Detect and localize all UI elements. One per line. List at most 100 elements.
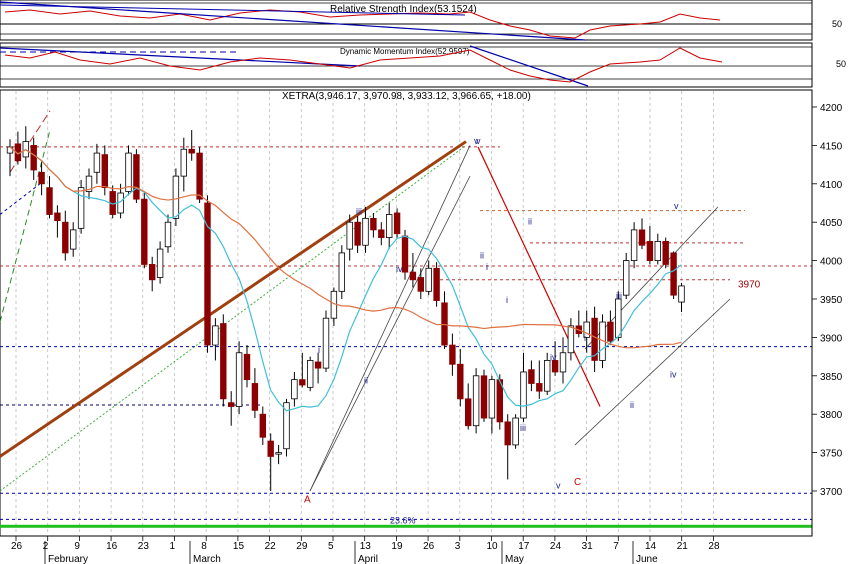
dmi-level-label: 50 <box>836 59 846 69</box>
short-moving-average <box>9 146 682 412</box>
candle-down <box>504 421 511 446</box>
candle-up <box>630 229 638 262</box>
candle-down <box>393 212 401 235</box>
rsi-trendline <box>0 1 586 41</box>
candle-up <box>346 221 353 250</box>
candle-down <box>30 144 37 171</box>
candle-down <box>409 271 417 281</box>
candle-up <box>623 260 630 296</box>
candle-up <box>77 187 85 229</box>
day-tick-label: 8 <box>201 541 207 552</box>
candle-up <box>520 371 527 419</box>
candle-down <box>662 240 669 265</box>
candle-up <box>164 221 172 248</box>
candle-down <box>417 277 424 292</box>
wave-label-v3: v <box>674 201 679 211</box>
candle-down <box>259 413 266 438</box>
rising-channel-high <box>584 206 719 350</box>
green-trendline <box>0 144 467 492</box>
wave-label-i3: i <box>584 333 586 343</box>
candle-down <box>46 187 53 215</box>
date-axis: 26 2 9 16 23 1 8 15 22 29 5 13 19 26 3 10 17 24 31 7 14 21 28F… <box>0 535 812 564</box>
candle-up <box>583 321 590 338</box>
channel-line <box>309 145 471 492</box>
price-tick-label: 3750 <box>820 449 843 460</box>
candle-up <box>70 229 77 250</box>
candle-up <box>559 352 567 373</box>
decline-line <box>477 146 601 407</box>
price-tick-label: 3900 <box>820 333 843 344</box>
day-tick-label: 1 <box>170 541 176 552</box>
candle-down <box>267 440 274 457</box>
day-tick-label: 26 <box>423 541 435 552</box>
candle-up <box>275 452 282 455</box>
candle-down <box>480 375 488 419</box>
day-tick-label: 29 <box>296 541 308 552</box>
candle-down <box>148 264 156 281</box>
candle-down <box>433 267 440 301</box>
wave-label-i2: i <box>486 262 488 272</box>
wave-label-iv3: iv <box>670 369 677 379</box>
candle-up <box>615 298 622 338</box>
candle-up <box>338 252 345 292</box>
rsi-line <box>4 9 721 39</box>
long-moving-average <box>9 146 682 349</box>
candle-down <box>496 379 503 423</box>
month-label: April <box>358 554 378 564</box>
candle-down <box>204 202 211 346</box>
candle-up <box>93 152 101 173</box>
major-trendline <box>0 140 467 458</box>
candle-up <box>291 379 298 400</box>
candle-up <box>85 175 93 192</box>
day-tick-label: 7 <box>613 541 619 552</box>
candle-down <box>314 361 322 369</box>
candle-down <box>551 360 559 373</box>
candle-up <box>125 152 132 192</box>
month-label: June <box>636 554 658 564</box>
day-tick-label: 15 <box>233 541 245 552</box>
rsi-title: Relative Strength Index(53.1524) <box>330 4 477 15</box>
price-axis: 4200 4150 4100 4050 4000 3950 3900 3850 3800 3750… <box>811 91 843 536</box>
candle-down <box>536 383 543 392</box>
day-tick-label: 10 <box>487 541 499 552</box>
candle-up <box>678 285 685 303</box>
wave-label-i1: i <box>318 345 320 355</box>
candle-down <box>449 344 456 365</box>
rsi-level-label: 50 <box>832 19 842 29</box>
candle-down <box>54 212 61 222</box>
fib-label: 23.6% <box>390 515 416 525</box>
rising-channel-low <box>574 298 731 446</box>
candle-down <box>299 379 306 386</box>
candle-down <box>227 402 235 407</box>
wave-label-iii1: iii <box>356 207 362 217</box>
day-tick-label: 21 <box>677 541 689 552</box>
day-tick-label: 23 <box>138 541 150 552</box>
price-tick-label: 4000 <box>820 257 843 268</box>
price-tick-label: 3800 <box>820 410 843 421</box>
candle-up <box>654 240 661 261</box>
day-tick-label: 24 <box>550 541 562 552</box>
candle-down <box>457 363 464 400</box>
candle-down <box>220 323 227 400</box>
wave-label-iii3: iii <box>616 291 622 301</box>
day-tick-label: 31 <box>582 541 594 552</box>
price-tick-label: 4100 <box>820 180 843 191</box>
dmi-line <box>4 47 723 83</box>
wave-label-iv2: iv <box>550 352 557 362</box>
blue-trendline <box>0 183 41 215</box>
candle-up <box>472 375 480 427</box>
price-tick-label: 4150 <box>820 141 843 152</box>
price-panel: XETRA(3,946.17, 3,970.98, 3,933.12, 3,96… <box>0 89 843 537</box>
price-tick-label: 3700 <box>820 487 843 498</box>
moving-averages <box>9 146 682 412</box>
candle-up <box>362 217 369 246</box>
candle-down <box>528 369 535 384</box>
wave-label-v1: v <box>556 481 561 491</box>
fib-green-line <box>0 524 812 528</box>
annotation-lines: 23.6% <box>0 110 812 528</box>
candle-up <box>180 148 187 177</box>
candle-down <box>251 383 259 411</box>
candle-down <box>607 321 614 342</box>
